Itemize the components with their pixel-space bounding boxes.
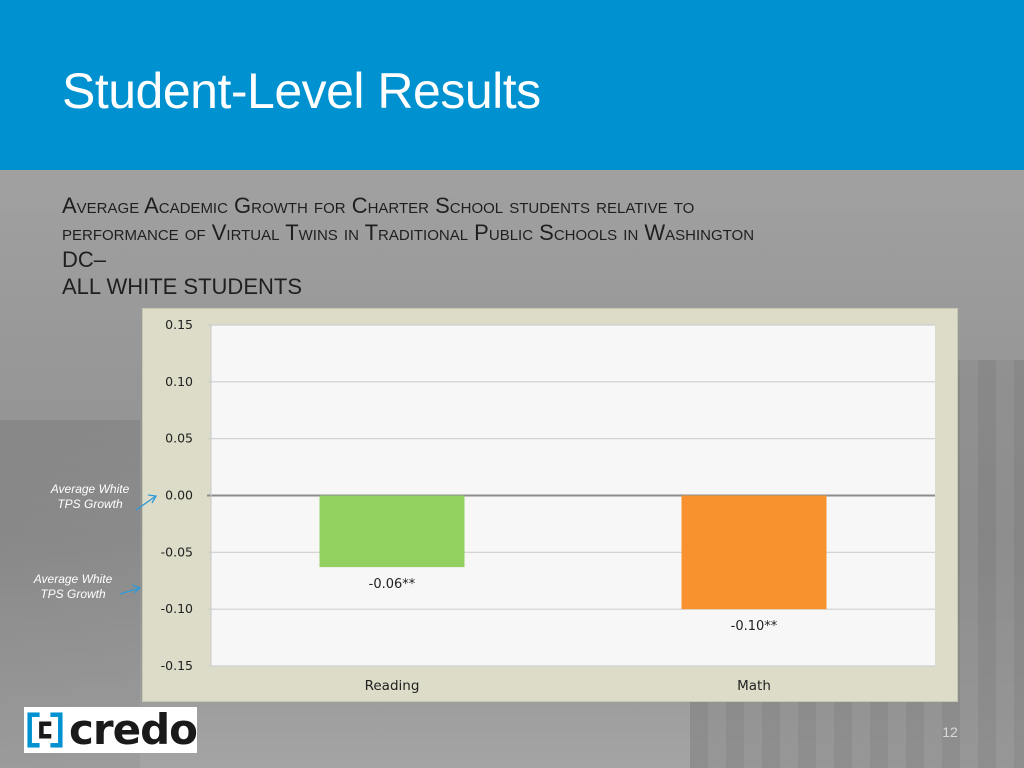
note-arrow-1	[135, 494, 158, 511]
y-tick-label: -0.10	[161, 601, 193, 616]
bar-math	[681, 495, 827, 610]
bar-chart: 0.15 0.10 0.05 0.00 -0.05 -0.10 -0.15 -0.06** Re…	[161, 317, 935, 694]
note-arrow-2	[119, 584, 142, 595]
credo-logo-mark-icon	[27, 710, 63, 750]
bar-reading	[319, 495, 465, 568]
credo-logo-text: credo	[68, 705, 198, 754]
data-label-reading: -0.06**	[369, 577, 416, 592]
x-tick-label: Reading	[365, 678, 420, 694]
y-tick-label: -0.15	[161, 658, 193, 673]
y-tick-label: 0.05	[165, 431, 193, 446]
subtitle-line-1: Average Academic Growth for Charter Scho…	[62, 193, 695, 218]
subtitle-line-4: ALL WHITE STUDENTS	[62, 274, 302, 299]
slide-title: Student-Level Results	[62, 63, 541, 119]
title-banner: Student-Level Results	[0, 0, 1024, 170]
subtitle-line-2: performance of Virtual Twins in Traditio…	[62, 220, 755, 245]
y-tick-label: 0.10	[165, 374, 193, 389]
credo-logo: credo	[24, 705, 198, 754]
x-tick-label: Math	[737, 678, 771, 694]
note-average-growth-1: Average White TPS Growth	[50, 482, 130, 511]
y-tick-label: -0.05	[161, 544, 193, 559]
data-label-math: -0.10**	[731, 619, 778, 634]
y-tick-label: 0.00	[165, 488, 193, 503]
chart-frame: 0.15 0.10 0.05 0.00 -0.05 -0.10 -0.15 -0.06** Re…	[142, 308, 958, 702]
note-average-growth-2: Average White TPS Growth	[33, 572, 113, 601]
slide-subtitle: Average Academic Growth for Charter Scho…	[62, 192, 962, 300]
subtitle-line-3: DC–	[62, 247, 107, 272]
y-tick-label: 0.15	[165, 317, 193, 332]
page-number: 12	[942, 724, 958, 740]
